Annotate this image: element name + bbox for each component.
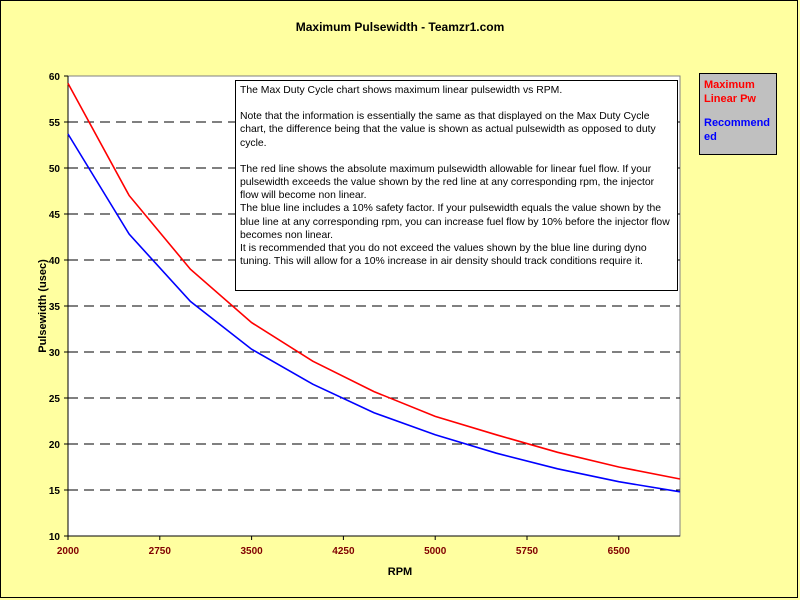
series-line-maximum (67, 83, 681, 480)
y-tick-label-45: 45 (49, 210, 61, 221)
x-tick-label-2000: 2000 (57, 546, 80, 557)
x-axis-label: RPM (387, 566, 413, 578)
x-tick-label-5000: 5000 (424, 546, 447, 557)
y-axis-label: Pulsewidth (usec) (37, 259, 49, 353)
y-tick-label-10: 10 (49, 532, 61, 543)
legend-max-line1: Maximum (704, 79, 755, 91)
y-tick-label-20: 20 (49, 440, 61, 451)
note-paragraph-3: The red line shows the absolute maximum … (240, 163, 655, 202)
y-tick-label-50: 50 (49, 164, 61, 175)
note-paragraph-1: The Max Duty Cycle chart shows maximum l… (240, 85, 563, 96)
x-tick-label-2750: 2750 (149, 546, 172, 557)
y-tick-label-35: 35 (49, 302, 61, 313)
y-tick-label-25: 25 (49, 394, 61, 405)
y-tick-label-15: 15 (49, 486, 61, 497)
x-tick-label-3500: 3500 (240, 546, 263, 557)
x-tick-label-4250: 4250 (332, 546, 355, 557)
note-paragraph-5: It is recommended that you do not exceed… (240, 243, 647, 268)
y-tick-label-60: 60 (49, 72, 61, 83)
legend-rec-line2: ed (704, 131, 717, 143)
note-paragraph-2: Note that the information is essentially… (240, 111, 656, 149)
series-line-recommended (67, 133, 681, 493)
legend-entry-max: Maximum Linear Pw (704, 78, 776, 106)
legend-entry-recommended: Recommend ed (704, 116, 776, 144)
y-tick-label-40: 40 (49, 256, 61, 267)
legend-max-line2: Linear Pw (704, 93, 756, 105)
x-tick-label-5750: 5750 (516, 546, 539, 557)
chart-title: Maximum Pulsewidth - Teamzr1.com (295, 20, 505, 34)
y-tick-label-55: 55 (49, 118, 61, 129)
y-tick-label-30: 30 (49, 348, 61, 359)
legend-rec-line1: Recommend (704, 117, 771, 129)
note-paragraph-4: The blue line includes a 10% safety fact… (240, 203, 670, 241)
legend: Maximum Linear Pw Recommend ed (699, 73, 777, 155)
x-tick-label-6500: 6500 (608, 546, 631, 557)
note-box: The Max Duty Cycle chart shows maximum l… (235, 80, 678, 291)
